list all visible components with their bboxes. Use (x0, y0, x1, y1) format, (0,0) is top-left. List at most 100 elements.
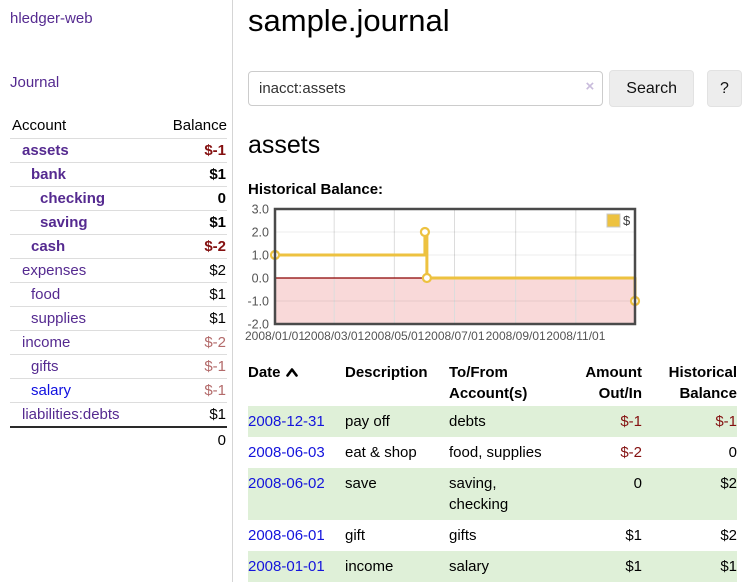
account-row: income $-2 (10, 330, 227, 355)
account-link-checking[interactable]: checking (40, 190, 106, 207)
accounts-header-balance: Balance (172, 117, 227, 134)
register-cell-description: gift (345, 527, 366, 544)
register-cell-description: save (345, 474, 377, 492)
register-cell-amount: $-2 (620, 443, 642, 461)
account-balance: $1 (153, 162, 227, 187)
register-header-row: Date Description To/From Account(s) Amount Ou… (248, 360, 737, 406)
svg-text:2008/01/01: 2008/01/01 (245, 329, 305, 343)
register-row: 2008-01-01 income salary $1 $1 (248, 550, 737, 582)
sidebar: hledger-web Journal Account Balance asse… (0, 0, 233, 582)
account-row: checking 0 (10, 186, 227, 211)
search-button[interactable]: Search (609, 70, 694, 107)
account-row: salary $-1 (10, 378, 227, 403)
account-link-salary[interactable]: salary (31, 382, 72, 399)
register-table: Date Description To/From Account(s) Amount Ou… (248, 360, 737, 582)
register-cell-accounts: gifts (449, 527, 477, 544)
register-cell-amount: $1 (625, 527, 642, 544)
register-row: 2008-06-01 gift gifts $1 $2 (248, 520, 737, 551)
legend-label: $ (623, 213, 631, 228)
svg-text:2008/09/01: 2008/09/01 (486, 329, 546, 343)
clear-search-icon[interactable]: × (585, 78, 595, 95)
accounts-header-row: Account Balance (10, 113, 227, 139)
search-input[interactable] (248, 71, 604, 106)
account-row: liabilities:debts $1 (10, 402, 227, 427)
account-row: assets $-1 (10, 138, 227, 163)
svg-text:1.0: 1.0 (252, 249, 269, 263)
register-header-tofrom: To/From Account(s) (449, 364, 528, 402)
search-bar: × Search ? (248, 70, 742, 107)
register-cell-date: 2008-06-02 (248, 468, 345, 521)
transaction-date-link[interactable]: 2008-01-01 (248, 557, 325, 575)
register-cell-accounts: debts (449, 413, 486, 430)
register-cell-amount: $1 (625, 557, 642, 575)
svg-text:2008/07/01: 2008/07/01 (424, 329, 484, 343)
register-cell-balance: $2 (720, 527, 737, 544)
register-row: 2008-06-02 save saving, checking 0 $2 (248, 467, 737, 521)
accounts-total-row: 0 (10, 426, 227, 453)
help-button[interactable]: ? (707, 70, 742, 107)
historical-balance-chart: $3.0 2.0 1.0 0.0 -1.0 -2.0 2008/01/01 2008/03/0… (245, 203, 742, 345)
transaction-date-link[interactable]: 2008-06-03 (248, 443, 325, 461)
register-header-historical: Historical Balance (668, 364, 737, 402)
account-balance: $-1 (153, 378, 227, 403)
account-balance: $-2 (153, 330, 227, 355)
register-header-amount: Amount Out/In (585, 364, 642, 402)
register-header-description: Description (345, 364, 428, 381)
register-cell-amount: 0 (633, 474, 642, 492)
page-title: sample.journal (248, 3, 450, 38)
account-link-food[interactable]: food (31, 286, 61, 303)
data-point-marker (419, 226, 431, 238)
account-link-expenses[interactable]: expenses (22, 262, 87, 279)
account-link-supplies[interactable]: supplies (31, 310, 87, 327)
main-content: sample.journal × Search ? assets Histori… (245, 0, 742, 582)
account-row: gifts $-1 (10, 354, 227, 379)
app-title-link[interactable]: hledger-web (10, 10, 93, 27)
legend-swatch (606, 213, 621, 228)
account-link-income[interactable]: income (22, 334, 71, 351)
accounts-total-value: 0 (153, 426, 227, 453)
register-cell-date: 2008-01-01 (248, 551, 345, 582)
transaction-date-link[interactable]: 2008-06-01 (248, 527, 325, 544)
transaction-date-link[interactable]: 2008-12-31 (248, 413, 325, 430)
account-link-assets[interactable]: assets (22, 142, 69, 159)
register-cell-balance: $-1 (715, 413, 737, 430)
account-row: cash $-2 (10, 234, 227, 259)
account-balance: $1 (153, 282, 227, 307)
register-cell-amount: $-1 (620, 413, 642, 430)
account-heading: assets (248, 131, 321, 159)
account-link-liabilities-debts[interactable]: liabilities:debts (22, 406, 120, 423)
svg-text:2008/03/01: 2008/03/01 (304, 329, 364, 343)
account-balance: $-2 (153, 234, 227, 259)
svg-text:-2.0: -2.0 (247, 318, 269, 332)
account-link-saving[interactable]: saving (40, 214, 88, 231)
register-row: 2008-12-31 pay off debts $-1 $-1 (248, 406, 737, 437)
sidebar-item-journal[interactable]: Journal (10, 74, 60, 91)
accounts-total-spacer (10, 426, 154, 453)
data-point-marker (421, 272, 432, 284)
account-row: expenses $2 (10, 258, 227, 283)
register-cell-date: 2008-12-31 (248, 406, 345, 437)
account-row: bank $1 (10, 162, 227, 187)
account-row: saving $1 (10, 210, 227, 235)
register-header-date[interactable]: Date (248, 360, 345, 406)
register-cell-accounts: salary (449, 557, 490, 575)
register-cell-balance: $2 (720, 474, 737, 492)
account-link-cash[interactable]: cash (31, 238, 66, 255)
transaction-date-link[interactable]: 2008-06-02 (248, 474, 325, 492)
svg-text:2008/05/01: 2008/05/01 (364, 329, 424, 343)
accounts-table: Account Balance assets $-1 bank $1 checking 0… (10, 113, 227, 453)
account-balance: $1 (153, 402, 227, 427)
svg-text:2008/11/01: 2008/11/01 (546, 329, 605, 343)
account-balance: $2 (153, 258, 227, 283)
register-row: 2008-06-03 eat & shop food, supplies $-2 0 (248, 437, 737, 468)
register-cell-accounts: food, supplies (449, 443, 542, 461)
register-cell-date: 2008-06-01 (248, 520, 345, 551)
account-link-bank[interactable]: bank (31, 166, 67, 183)
account-link-gifts[interactable]: gifts (31, 358, 59, 375)
plot-border (273, 207, 637, 326)
register-cell-balance: $1 (720, 557, 737, 575)
account-balance: $-1 (153, 138, 227, 163)
account-row: supplies $1 (10, 306, 227, 331)
svg-text:3.0: 3.0 (252, 203, 269, 217)
